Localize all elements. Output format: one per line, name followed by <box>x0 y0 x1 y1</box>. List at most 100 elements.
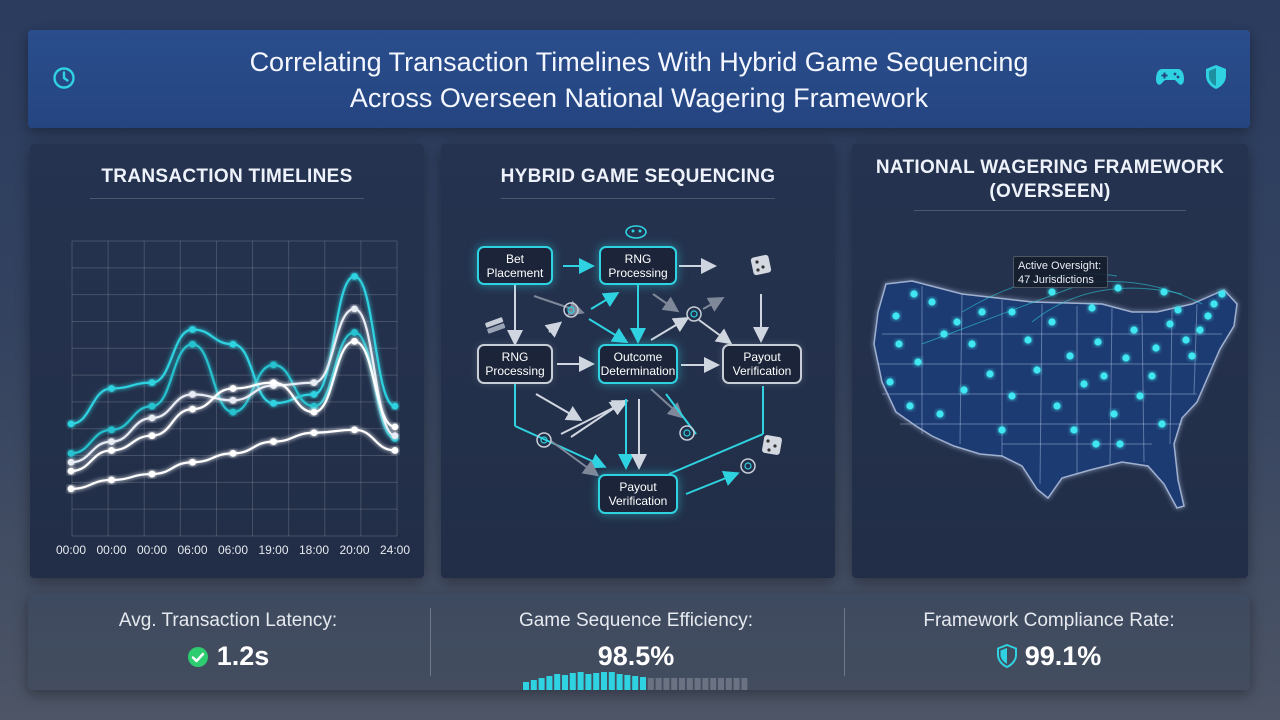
chart-x-tick-label: 06:00 <box>218 543 248 557</box>
efficiency-bar <box>671 678 678 690</box>
efficiency-bar <box>640 677 646 690</box>
efficiency-bar <box>632 676 639 690</box>
callout-line1: Active Oversight: <box>1018 260 1102 272</box>
jurisdiction-dot <box>1196 326 1204 334</box>
chart-data-point <box>310 402 318 410</box>
chart-data-point <box>108 385 115 392</box>
state-borders <box>878 286 1222 485</box>
efficiency-bar <box>647 678 654 690</box>
jurisdiction-dot <box>1008 392 1016 400</box>
jurisdiction-dot <box>1070 426 1078 434</box>
latency-label: Avg. Transaction Latency: <box>118 610 338 631</box>
chart-data-point <box>391 432 399 440</box>
jurisdiction-dot <box>1048 318 1056 326</box>
jurisdiction-dot <box>986 370 994 378</box>
jurisdiction-dot <box>1080 380 1088 388</box>
metrics-footer: Avg. Transaction Latency: 1.2s Game Sequ… <box>28 594 1250 690</box>
chart-data-point <box>229 408 237 416</box>
node-payout-verification-right[interactable]: Payout Verification <box>722 344 802 384</box>
clock-icon <box>52 66 76 90</box>
coin-icon <box>679 425 695 441</box>
node-payout-verification-bottom[interactable]: Payout Verification <box>598 474 678 514</box>
panel-title-timelines: TRANSACTION TIMELINES <box>101 166 353 187</box>
chart-x-tick-label: 00:00 <box>137 543 167 557</box>
node-label: RNG <box>624 251 652 266</box>
jurisdiction-dot <box>1033 366 1041 374</box>
oversight-callout: Active Oversight: 47 Jurisdictions <box>1013 256 1108 288</box>
chart-data-point <box>310 391 318 398</box>
efficiency-bar <box>694 678 701 690</box>
coin-icon <box>686 306 702 322</box>
efficiency-bar <box>601 672 607 690</box>
node-rng-processing-top[interactable]: RNG Processing <box>599 246 677 285</box>
jurisdiction-dot <box>1204 312 1212 320</box>
compliance-value-wrap: 99.1% <box>848 641 1250 675</box>
chart-data-point <box>229 450 237 457</box>
shield-icon <box>996 643 1017 675</box>
chart-data-point <box>229 340 237 348</box>
efficiency-bar <box>546 676 553 690</box>
jurisdiction-dot <box>1048 288 1056 296</box>
jurisdiction-markers <box>886 284 1226 448</box>
node-rng-processing-left[interactable]: RNG Processing <box>477 344 553 384</box>
chart-data-point <box>108 447 115 454</box>
chart-data-point <box>270 379 277 386</box>
efficiency-bar <box>702 678 709 690</box>
chart-data-point <box>351 329 358 336</box>
page-title-line1: Correlating Transaction Timelines With H… <box>249 47 1029 77</box>
jurisdiction-dot <box>940 330 948 338</box>
efficiency-bar <box>710 678 717 690</box>
chart-data-point <box>189 391 196 398</box>
chart-data-point <box>67 458 75 466</box>
chart-data-point <box>108 476 115 484</box>
chart-data-point <box>148 470 156 478</box>
compliance-value: 99.1% <box>1024 641 1102 671</box>
jurisdiction-dot <box>960 386 968 394</box>
callout-line2: 47 Jurisdictions <box>1018 274 1094 286</box>
efficiency-bar <box>655 678 662 690</box>
jurisdiction-dot <box>968 340 976 348</box>
jurisdiction-dot <box>910 290 918 298</box>
node-outcome-determination[interactable]: Outcome Determination <box>598 344 678 384</box>
efficiency-bar <box>585 674 592 690</box>
chart-data-point <box>270 438 277 445</box>
efficiency-bar <box>608 672 615 690</box>
jurisdiction-dot <box>886 378 894 386</box>
jurisdiction-dot <box>1210 300 1218 308</box>
chart-data-point <box>270 361 277 369</box>
dice-icon <box>762 435 782 455</box>
chart-data-point <box>67 450 75 457</box>
chart-data-point <box>391 447 399 454</box>
efficiency-bar <box>577 672 584 690</box>
jurisdiction-dot <box>1053 402 1061 410</box>
node-bet-placement[interactable]: Bet Placement <box>477 246 553 285</box>
jurisdiction-dot <box>1148 372 1156 380</box>
coin-icon <box>740 458 756 474</box>
chart-data-point <box>351 337 358 345</box>
chart-data-point <box>108 438 115 445</box>
efficiency-bar <box>523 682 529 690</box>
efficiency-bar <box>530 680 537 690</box>
chart-data-point <box>189 326 196 333</box>
efficiency-value: 98.5% <box>597 641 675 671</box>
chart-data-point <box>270 399 277 407</box>
panel-divider <box>914 210 1186 211</box>
coin-icon <box>536 432 552 448</box>
metric-divider <box>430 608 431 676</box>
jurisdiction-dot <box>978 308 986 316</box>
chart-data-point <box>189 458 196 466</box>
chart-data-point <box>67 467 75 475</box>
efficiency-label: Game Sequence Efficiency: <box>518 610 754 631</box>
jurisdiction-dot <box>906 402 914 410</box>
efficiency-bar <box>679 678 685 690</box>
latency-value-wrap: 1.2s <box>28 641 428 675</box>
node-label: Placement <box>486 265 544 280</box>
dice-icon <box>750 254 772 276</box>
jurisdiction-dot <box>1094 338 1102 346</box>
node-label: RNG <box>501 350 529 364</box>
efficiency-bar-meter <box>523 672 748 690</box>
jurisdiction-dot <box>892 312 900 320</box>
chart-x-tick-label: 00:00 <box>96 543 126 557</box>
chart-data-point <box>67 485 75 493</box>
jurisdiction-dot <box>1218 290 1226 298</box>
